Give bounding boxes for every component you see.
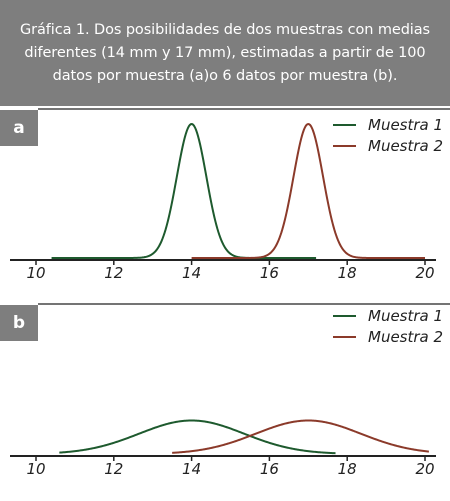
x-tick-label-10-panel-a: 10 (26, 264, 45, 282)
legend-label-1-panel-a: Muestra 1 (368, 116, 443, 134)
panel-a: 10 12 14 16 18 20 Muestra 1 Muestra 2 (10, 116, 443, 282)
x-tick-label-18-panel-b: 18 (338, 460, 357, 478)
panel-b: 10 12 14 16 18 20 Muestra 1 Muestra 2 (10, 307, 443, 478)
legend-label-2-panel-a: Muestra 2 (368, 137, 443, 155)
series-line-1-panel-b (59, 419, 336, 455)
x-tick-label-10-panel-b: 10 (26, 460, 45, 478)
series-line-2-panel-a (191, 122, 425, 259)
panel-label-b: b (0, 305, 38, 341)
figure-caption: Gráfica 1. Dos posibilidades de dos mues… (20, 21, 430, 84)
x-tick-label-16-panel-a: 16 (260, 264, 279, 282)
panel-label-a: a (0, 110, 38, 146)
legend-label-2-panel-b: Muestra 2 (368, 328, 443, 346)
x-tick-label-16-panel-b: 16 (260, 460, 279, 478)
series-line-1-panel-a (51, 123, 317, 259)
x-tick-label-14-panel-b: 14 (182, 460, 201, 478)
series-line-2-panel-b (172, 419, 429, 454)
legend-label-1-panel-b: Muestra 1 (368, 307, 443, 325)
x-tick-label-12-panel-b: 12 (104, 460, 123, 478)
x-tick-label-20-panel-a: 20 (415, 264, 434, 282)
x-tick-label-20-panel-b: 20 (415, 460, 434, 478)
figure-caption-box: Gráfica 1. Dos posibilidades de dos mues… (0, 0, 450, 106)
x-tick-label-14-panel-a: 14 (182, 264, 201, 282)
x-tick-label-18-panel-a: 18 (338, 264, 357, 282)
x-tick-label-12-panel-a: 12 (104, 264, 123, 282)
